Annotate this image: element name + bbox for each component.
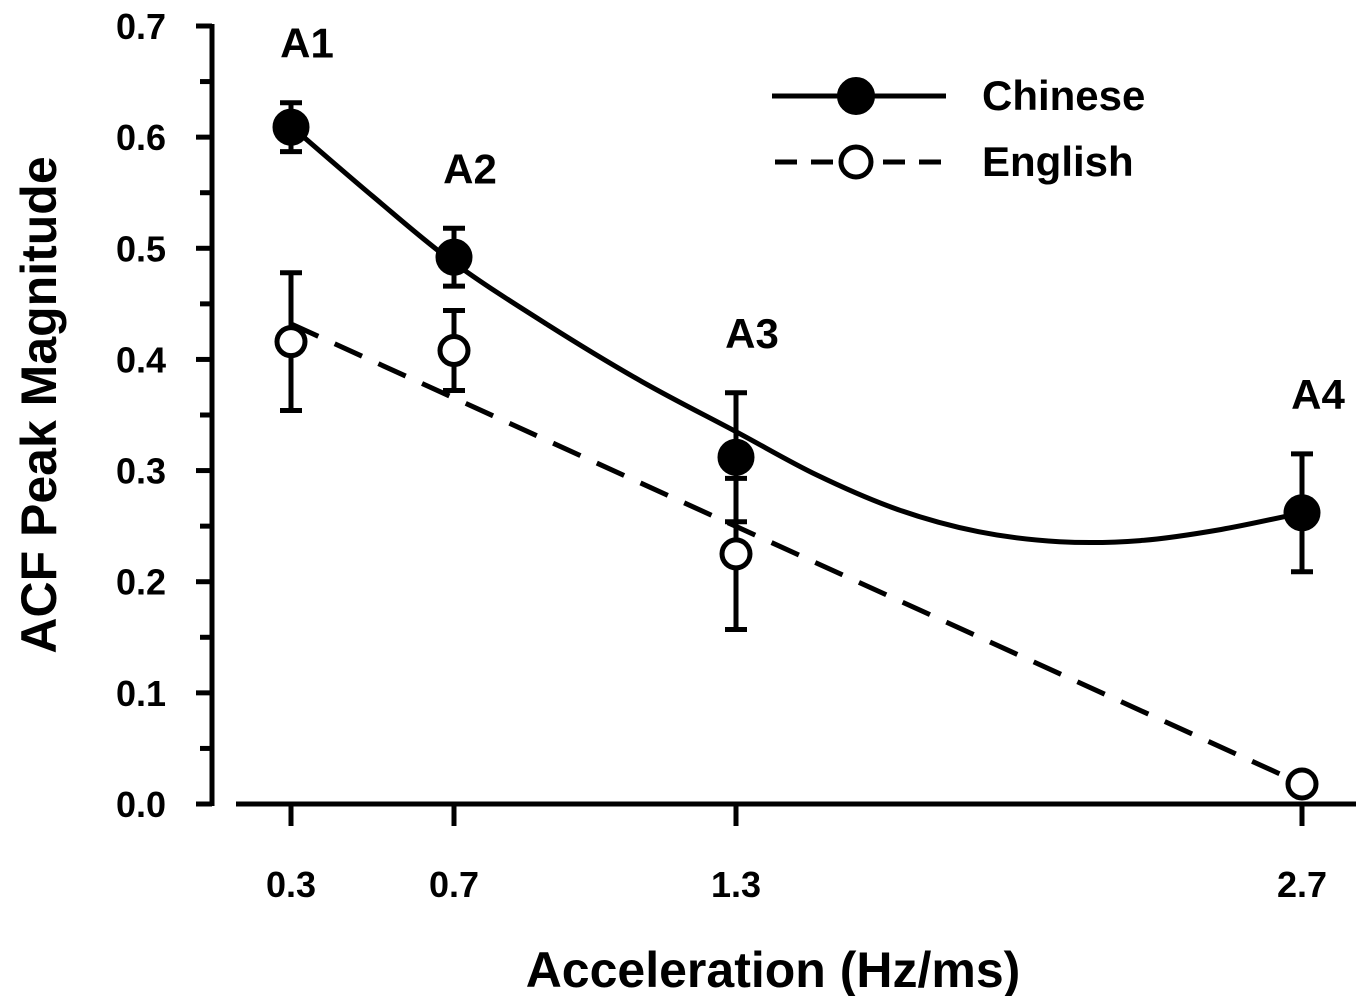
y-tick-labels: 0.0 0.1 0.2 0.3 0.4 0.5 0.6 0.7 [116, 6, 166, 825]
data-point [272, 108, 310, 146]
y-tick-label: 0.1 [116, 673, 166, 714]
legend-chinese-label: Chinese [982, 72, 1145, 119]
y-tick-label: 0.7 [116, 6, 166, 47]
data-point [1285, 767, 1319, 801]
series-layer [272, 100, 1321, 801]
x-axis-title: Acceleration (Hz/ms) [526, 942, 1021, 996]
y-axis-title: ACF Peak Magnitude [11, 156, 67, 653]
annotation-label: A2 [443, 145, 497, 192]
data-point [435, 238, 473, 276]
annotation-label: A1 [280, 20, 334, 67]
y-tick-label: 0.0 [116, 784, 166, 825]
data-point [1283, 494, 1321, 532]
series-chinese [272, 100, 1321, 575]
annotations: A1 A2 A3 A4 [280, 20, 1345, 418]
x-tick-labels: 0.3 0.7 1.3 2.7 [266, 864, 1327, 905]
x-tick-label: 2.7 [1277, 864, 1327, 905]
y-tick-label: 0.6 [116, 117, 166, 158]
data-point [719, 537, 753, 571]
y-tick-label: 0.4 [116, 339, 166, 380]
data-point [274, 325, 308, 359]
y-tick-label: 0.5 [116, 228, 166, 269]
y-tick-label: 0.2 [116, 562, 166, 603]
series-line [289, 321, 1304, 787]
axes [196, 23, 1356, 826]
legend-english-label: English [982, 138, 1134, 185]
data-point [717, 438, 755, 476]
legend-english-marker [838, 144, 874, 180]
y-tick-label: 0.3 [116, 451, 166, 492]
annotation-label: A3 [725, 310, 779, 357]
legend-chinese-marker [837, 77, 875, 115]
legend: Chinese English [772, 72, 1145, 185]
x-tick-label: 1.3 [711, 864, 761, 905]
data-point [437, 334, 471, 368]
annotation-label: A4 [1291, 371, 1345, 418]
series-english [274, 270, 1319, 801]
x-tick-label: 0.7 [429, 864, 479, 905]
x-tick-label: 0.3 [266, 864, 316, 905]
